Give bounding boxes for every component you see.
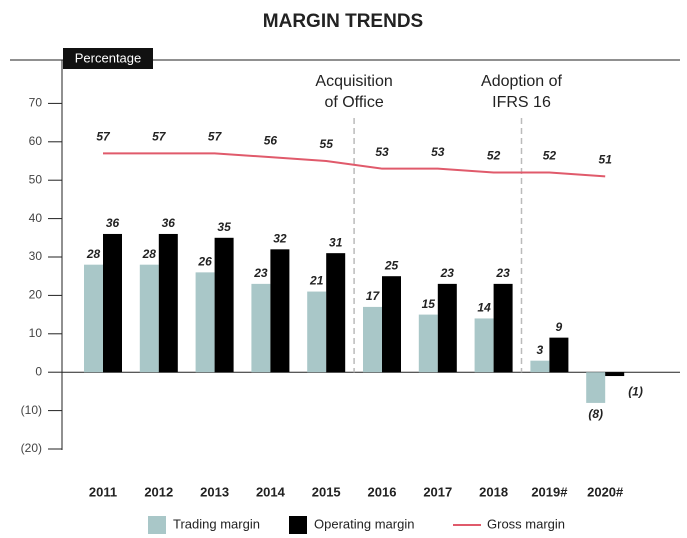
bar — [605, 372, 625, 377]
value-label: (1) — [628, 384, 643, 398]
bar — [382, 276, 401, 373]
value-label: 52 — [543, 149, 557, 163]
legend-swatch — [289, 516, 307, 534]
value-label: 57 — [152, 129, 167, 143]
x-tick-label: 2012 — [144, 484, 173, 499]
bar — [84, 264, 103, 373]
x-tick-label: 2011 — [89, 484, 117, 499]
value-label: 57 — [96, 129, 111, 143]
x-tick-label: 2018 — [479, 484, 508, 499]
line — [103, 152, 606, 178]
y-axis-label: Percentage — [75, 50, 142, 65]
value-label: 14 — [477, 301, 491, 315]
y-tick-label: 40 — [29, 211, 43, 225]
value-label: 25 — [384, 258, 399, 272]
value-label: 36 — [162, 216, 176, 230]
value-label: 9 — [556, 320, 563, 334]
value-label: 57 — [208, 129, 223, 143]
legend-label: Gross margin — [487, 516, 565, 531]
bar — [103, 233, 122, 373]
bar — [214, 237, 234, 373]
bar — [195, 272, 215, 373]
value-label: (8) — [588, 407, 603, 421]
annotation: Acquisition — [315, 73, 392, 90]
x-tick-label: 2019# — [531, 484, 568, 499]
axis-label-box — [63, 48, 153, 69]
y-tick-label: (20) — [21, 441, 42, 455]
y-tick-label: 0 — [35, 364, 42, 378]
bar — [530, 360, 550, 373]
y-tick-label: 60 — [29, 134, 43, 148]
y-tick-label: (10) — [21, 403, 42, 417]
value-label: 17 — [366, 289, 381, 303]
bar — [437, 283, 457, 373]
bar — [307, 291, 327, 373]
bar — [586, 372, 606, 403]
y-tick-label: 20 — [29, 288, 43, 302]
bar — [326, 253, 346, 373]
value-label: 36 — [106, 216, 120, 230]
annotation: of Office — [324, 94, 383, 111]
value-label: 23 — [440, 266, 455, 280]
x-tick-label: 2013 — [200, 484, 229, 499]
value-label: 28 — [86, 247, 101, 261]
value-label: 55 — [320, 137, 334, 151]
bar — [363, 306, 382, 373]
legend-label: Trading margin — [173, 516, 260, 531]
value-label: 26 — [197, 255, 212, 269]
bar — [493, 283, 513, 373]
value-label: 21 — [309, 274, 324, 288]
value-label: 35 — [217, 220, 231, 234]
bar — [418, 314, 438, 373]
value-label: 23 — [253, 266, 268, 280]
y-tick-label: 10 — [29, 326, 43, 340]
bar — [474, 318, 494, 373]
value-label: 53 — [431, 145, 445, 159]
x-tick-label: 2017 — [423, 484, 452, 499]
value-label: 28 — [142, 247, 157, 261]
bar — [270, 249, 290, 373]
value-label: 23 — [495, 266, 510, 280]
annotation: IFRS 16 — [492, 94, 551, 111]
value-label: 15 — [422, 297, 436, 311]
value-label: 51 — [599, 153, 613, 167]
x-tick-label: 2016 — [368, 484, 397, 499]
value-label: 52 — [487, 149, 501, 163]
bar — [139, 264, 159, 373]
y-tick-label: 50 — [29, 172, 43, 186]
bar — [549, 337, 569, 373]
bar — [251, 283, 271, 373]
y-tick-label: 70 — [29, 96, 43, 110]
value-label: 32 — [273, 231, 287, 245]
y-tick-label: 30 — [29, 249, 43, 263]
legend-swatch — [148, 516, 166, 534]
chart-title: MARGIN TRENDS — [263, 11, 423, 32]
value-label: 53 — [375, 145, 389, 159]
x-tick-label: 2014 — [256, 484, 286, 499]
legend-label: Operating margin — [314, 516, 414, 531]
annotation: Adoption of — [481, 73, 563, 90]
value-label: 31 — [329, 235, 343, 249]
bar — [158, 233, 178, 373]
x-tick-label: 2015 — [312, 484, 341, 499]
x-tick-label: 2020# — [587, 484, 624, 499]
value-label: 3 — [537, 343, 544, 357]
value-label: 56 — [264, 133, 278, 147]
